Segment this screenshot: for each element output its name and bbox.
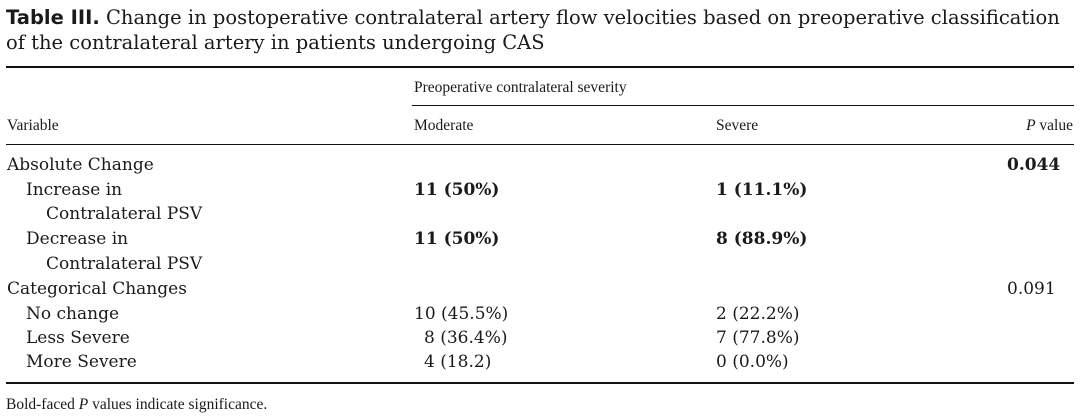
footnote-post: values indicate significance. <box>88 396 268 413</box>
group-header: Preoperative contralateral severity <box>414 79 627 96</box>
row-increase-label: Increase in <box>26 180 123 200</box>
top-rule <box>6 66 1074 68</box>
row-absolute-change-label: Absolute Change <box>7 155 154 175</box>
row-no-change-moderate: 10 (45.5%) <box>414 304 509 324</box>
row-decrease-label: Decrease in <box>26 229 129 249</box>
row-more-severe-moderate: 4 (18.2) <box>424 352 492 372</box>
row-decrease-moderate: 11 (50%) <box>414 229 500 249</box>
row-increase-label-cont: Contralateral PSV <box>46 204 203 224</box>
row-no-change-severe: 2 (22.2%) <box>716 304 800 324</box>
column-header-moderate: Moderate <box>414 117 474 134</box>
row-decrease-severe: 8 (88.9%) <box>716 229 808 249</box>
column-header-severe: Severe <box>716 117 759 134</box>
p-italic: P <box>1026 117 1036 134</box>
row-less-severe-severe: 7 (77.8%) <box>716 328 800 348</box>
bottom-rule <box>6 382 1074 384</box>
row-no-change-label: No change <box>26 304 120 324</box>
column-header-variable: Variable <box>7 117 59 134</box>
row-more-severe-label: More Severe <box>26 352 137 372</box>
row-categorical-label: Categorical Changes <box>7 279 187 299</box>
row-increase-moderate: 11 (50%) <box>414 180 500 200</box>
column-header-p-value: P value <box>1026 117 1073 135</box>
row-categorical-p: 0.091 <box>1007 279 1056 299</box>
row-more-severe-severe: 0 (0.0%) <box>716 352 789 372</box>
footnote-p-italic: P <box>78 396 89 413</box>
group-header-rule <box>412 105 1074 106</box>
table-label: Table III. <box>6 6 100 29</box>
header-bottom-rule <box>6 144 1074 145</box>
row-absolute-change-p: 0.044 <box>1007 155 1061 175</box>
footnote-pre: Bold-faced <box>6 396 79 413</box>
table-footnote: Bold-faced P values indicate significanc… <box>6 396 267 414</box>
table-title: Change in postoperative contralateral ar… <box>6 6 1060 54</box>
p-value-label: value <box>1035 117 1073 134</box>
row-increase-severe: 1 (11.1%) <box>716 180 808 200</box>
row-decrease-label-cont: Contralateral PSV <box>46 254 203 274</box>
row-less-severe-label: Less Severe <box>26 328 130 348</box>
row-less-severe-moderate: 8 (36.4%) <box>424 328 508 348</box>
table-caption: Table III. Change in postoperative contr… <box>6 5 1074 55</box>
